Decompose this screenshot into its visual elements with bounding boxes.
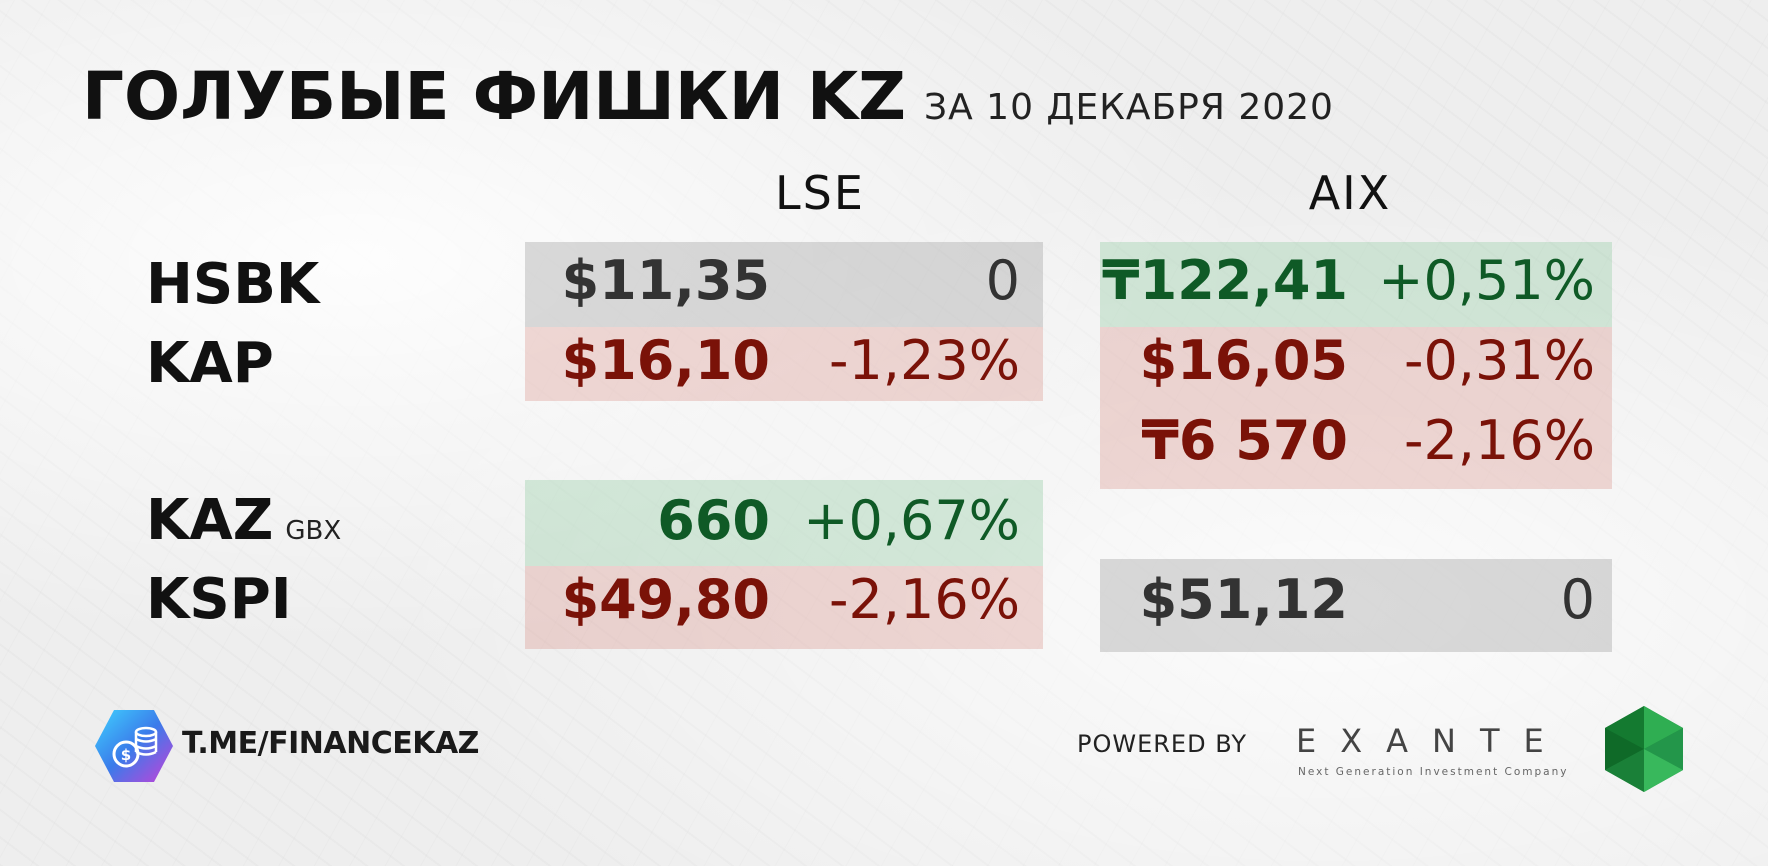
exchange-header-aix: AIX bbox=[1308, 166, 1392, 220]
title-main: ГОЛУБЫЕ ФИШКИ KZ bbox=[82, 58, 907, 135]
aix-kspi-price: $51,12 bbox=[1139, 568, 1348, 631]
aix-kap-price: $16,05 bbox=[1139, 329, 1348, 392]
exante-tagline: Next Generation Investment Company bbox=[1298, 766, 1569, 778]
exante-brand: EXANTE bbox=[1296, 722, 1568, 760]
aix-kap-kzt-change: -2,16% bbox=[1403, 409, 1595, 472]
lse-kspi-price: $49,80 bbox=[561, 568, 770, 631]
exchange-header-lse: LSE bbox=[775, 166, 865, 220]
lse-kap-price: $16,10 bbox=[561, 329, 770, 392]
ticker-hsbk: HSBK bbox=[146, 252, 320, 317]
lse-kaz-cell bbox=[525, 480, 1043, 566]
telegram-channel-link[interactable]: T.ME/FINANCEKAZ bbox=[182, 726, 479, 761]
aix-kap-kzt-price: ₸6 570 bbox=[1141, 409, 1348, 472]
lse-kaz-price: 660 bbox=[657, 489, 770, 552]
exante-emerald-logo-icon bbox=[1605, 706, 1683, 792]
svg-text:$: $ bbox=[121, 746, 131, 764]
ticker-kaz-label: KAZ bbox=[146, 488, 274, 553]
finance-coins-logo-icon: $ bbox=[95, 710, 173, 782]
title-date: ЗА 10 ДЕКАБРЯ 2020 bbox=[924, 87, 1334, 128]
page-title: ГОЛУБЫЕ ФИШКИ KZ ЗА 10 ДЕКАБРЯ 2020 bbox=[82, 58, 1334, 135]
lse-kspi-change: -2,16% bbox=[828, 568, 1020, 631]
ticker-kaz: KAZ GBX bbox=[146, 488, 341, 553]
lse-kap-cell bbox=[525, 327, 1043, 401]
aix-hsbk-cell bbox=[1100, 242, 1612, 327]
aix-kspi-change: 0 bbox=[1560, 568, 1595, 631]
lse-hsbk-price: $11,35 bbox=[561, 249, 770, 312]
powered-by-label: POWERED BY bbox=[1077, 730, 1248, 758]
lse-kap-change: -1,23% bbox=[828, 329, 1020, 392]
aix-kap-change: -0,31% bbox=[1403, 329, 1595, 392]
lse-hsbk-cell bbox=[525, 242, 1043, 327]
ticker-kaz-unit: GBX bbox=[285, 516, 342, 546]
lse-hsbk-change: 0 bbox=[985, 249, 1020, 312]
aix-hsbk-price: ₸122,41 bbox=[1102, 249, 1348, 312]
aix-hsbk-change: +0,51% bbox=[1378, 249, 1595, 312]
ticker-kspi: KSPI bbox=[146, 567, 292, 632]
lse-kspi-cell bbox=[525, 566, 1043, 649]
aix-kspi-cell bbox=[1100, 559, 1612, 652]
ticker-kap: KAP bbox=[146, 331, 274, 396]
aix-kap-cell bbox=[1100, 327, 1612, 489]
lse-kaz-change: +0,67% bbox=[803, 489, 1020, 552]
